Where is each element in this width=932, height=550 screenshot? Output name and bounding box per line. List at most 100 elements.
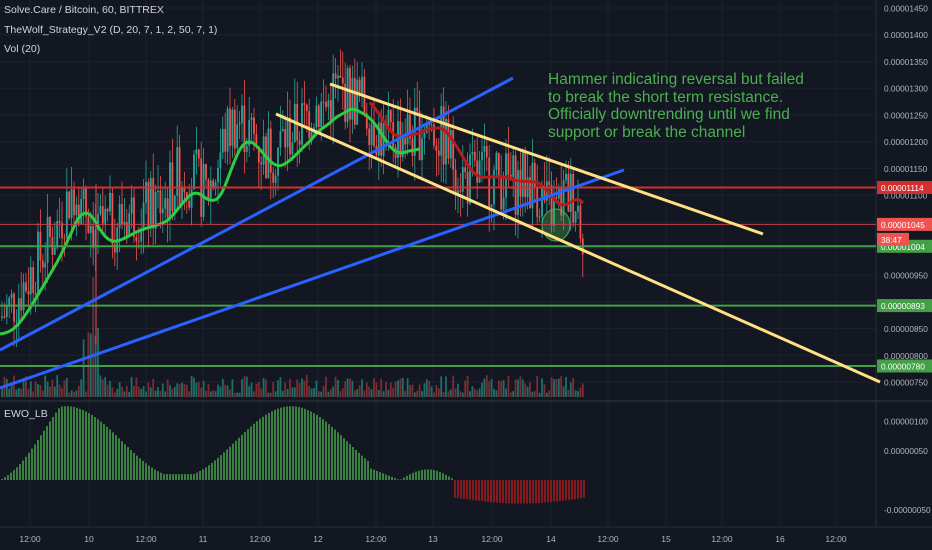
volume-bar [481, 382, 483, 397]
candle-body [154, 192, 157, 229]
volume-bar [25, 376, 27, 397]
candle-body [29, 267, 32, 295]
symbol-title[interactable]: Solve.Care / Bitcoin, 60, BITTREX [4, 4, 164, 16]
volume-bar [365, 382, 368, 397]
candle-body [97, 214, 99, 230]
volume-bar [461, 392, 464, 397]
price-tag-current_price [877, 217, 932, 231]
volume-bar [555, 379, 558, 397]
ewo-bar [202, 469, 204, 480]
ewo-bar [424, 469, 426, 480]
volume-bar [377, 389, 380, 397]
candle-body [377, 122, 380, 156]
ewo-bar [241, 434, 243, 480]
volume-bar [409, 384, 411, 397]
volume-bar [133, 385, 135, 397]
candle-body [106, 208, 109, 212]
candle-body [507, 153, 510, 175]
volume-bar [387, 389, 390, 397]
volume-bar [317, 391, 320, 397]
candle-body [425, 122, 428, 133]
candle-body [137, 241, 140, 243]
volume-bar [497, 380, 500, 397]
candle-body [147, 181, 150, 228]
volume-bar [521, 379, 524, 397]
volume-bar [495, 390, 498, 397]
volume-bar [171, 388, 174, 397]
ewo-bar [139, 458, 141, 480]
ewo-bar [286, 406, 288, 480]
volume-bar [279, 377, 282, 397]
ewo-legend[interactable]: EWO_LB [4, 408, 48, 420]
ewo-bar [451, 478, 453, 480]
ewo-bar [109, 429, 111, 480]
candle-body [8, 297, 11, 305]
ewo-bar [106, 426, 108, 480]
candle-body [423, 132, 426, 139]
volume-bar [152, 378, 155, 397]
volume-bar [476, 390, 479, 397]
ewo-bar [4, 477, 6, 480]
ewo-bar [247, 429, 249, 480]
candle-body [61, 222, 63, 238]
ewo-tick-label: -0.00000050 [884, 505, 931, 515]
volume-bar [560, 376, 563, 397]
volume-bar [166, 379, 169, 397]
ewo-bar [454, 480, 456, 498]
volume-bar [200, 387, 203, 397]
ewo-bar [172, 474, 174, 480]
ewo-bar [397, 479, 399, 480]
volume-bar [394, 381, 397, 397]
volume-bar [226, 385, 229, 397]
chart-annotation[interactable]: Hammer indicating reversal but failed to… [548, 71, 838, 141]
volume-bar [104, 377, 107, 397]
candle-body [569, 173, 572, 212]
time-tick-label: 13 [428, 534, 438, 544]
price-tick-label: 0.00001400 [884, 30, 928, 40]
volume-bar [286, 388, 289, 397]
volume-legend[interactable]: Vol (20) [4, 43, 41, 55]
candle-body [161, 208, 164, 214]
candle-body [329, 100, 332, 122]
volume-bar [269, 392, 272, 397]
ewo-bar [46, 426, 48, 480]
volume-bar [433, 392, 435, 397]
candle-body [149, 178, 152, 228]
ewo-bar [517, 480, 519, 504]
volume-bar [118, 382, 121, 397]
candle-body [37, 231, 39, 295]
ewo-bar [340, 435, 342, 480]
volume-bar [505, 388, 507, 397]
volume-bar [207, 384, 210, 397]
candle-body [531, 162, 534, 209]
candle-body [521, 150, 524, 197]
price-tag-label: 0.00000780 [881, 361, 925, 371]
volume-bar [49, 386, 51, 397]
volume-bar [8, 388, 11, 397]
candle-body [142, 202, 145, 229]
ewo-bar [322, 419, 324, 480]
candle-body [41, 260, 44, 268]
candle-body [58, 221, 61, 223]
volume-bar [440, 376, 443, 397]
volume-bar [368, 386, 371, 397]
candle-body [212, 180, 215, 187]
ewo-bar [19, 463, 21, 480]
strategy-legend[interactable]: TheWolf_Strategy_V2 (D, 20, 7, 1, 2, 50,… [4, 24, 218, 36]
time-tick-label: 12:00 [249, 534, 271, 544]
candle-body [202, 163, 205, 217]
time-tick-label: 15 [661, 534, 671, 544]
annotation-line: Officially downtrending until we find [548, 106, 790, 123]
fast-ma-line [0, 107, 421, 336]
volume-bar [533, 391, 536, 397]
ewo-bar [547, 480, 549, 503]
ewo-bar [364, 458, 366, 480]
candle-body [111, 192, 114, 245]
candle-body [349, 68, 351, 120]
candle-body [113, 244, 116, 253]
candle-body [562, 180, 565, 216]
volume-bar [135, 377, 138, 397]
ewo-bar [499, 480, 501, 503]
volume-bar [34, 381, 37, 397]
